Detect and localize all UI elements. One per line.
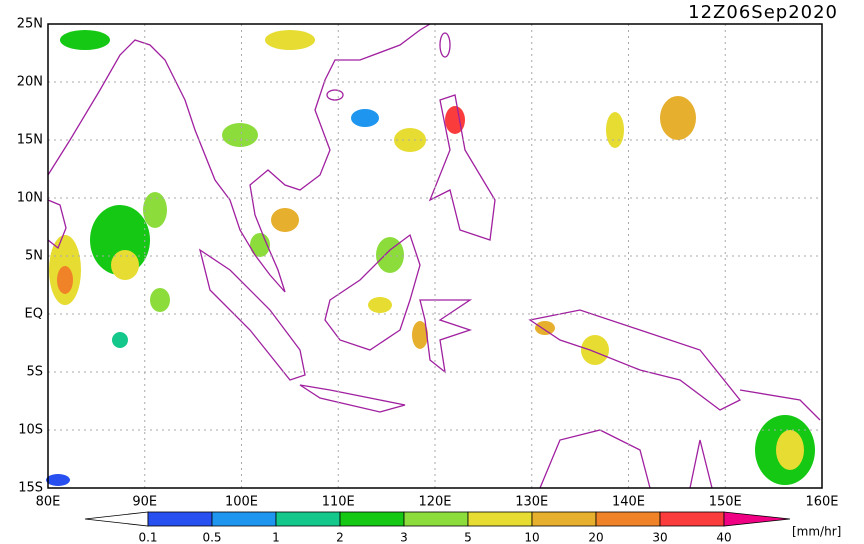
plot-frame — [47, 23, 823, 489]
colorbar-label: 40 — [716, 531, 731, 544]
timestamp: 12Z06Sep2020 — [688, 2, 838, 23]
lat-label: EQ — [25, 307, 43, 322]
lon-label: 120E — [418, 495, 451, 510]
colorbar-label: 1 — [272, 531, 280, 544]
lon-label: 90E — [132, 495, 157, 510]
lat-label: 10S — [18, 423, 43, 438]
lat-label: 15N — [17, 133, 43, 148]
colorbar-box — [275, 511, 341, 527]
colorbar-label: 5 — [464, 531, 472, 544]
colorbar-box — [467, 511, 533, 527]
lat-label: 15S — [18, 481, 43, 496]
lat-label: 5N — [25, 249, 43, 264]
colorbar-label: 30 — [652, 531, 667, 544]
lat-label: 25N — [17, 17, 43, 32]
plot-area — [48, 24, 822, 488]
colorbar-box — [403, 511, 469, 527]
colorbar-box — [659, 511, 725, 527]
colorbar-label: 0.5 — [202, 531, 221, 544]
colorbar-box — [531, 511, 597, 527]
lon-label: 130E — [515, 495, 548, 510]
colorbar-box — [211, 511, 277, 527]
lat-label: 20N — [17, 75, 43, 90]
coastlines — [47, 23, 821, 489]
lat-label: 10N — [17, 191, 43, 206]
colorbar: 0.1 0.5 1 2 3 5 10 20 30 40 — [84, 511, 791, 544]
lon-label: 160E — [805, 495, 838, 510]
colorbar-label: 2 — [336, 531, 344, 544]
precipitation — [46, 30, 815, 486]
colorbar-max-arrow — [723, 511, 791, 527]
lat-label: 5S — [26, 365, 43, 380]
colorbar-box — [595, 511, 661, 527]
lon-label: 150E — [709, 495, 742, 510]
lon-label: 100E — [225, 495, 258, 510]
lon-label: 110E — [322, 495, 355, 510]
colorbar-label: 20 — [588, 531, 603, 544]
colorbar-box — [339, 511, 405, 527]
colorbar-min-arrow — [84, 511, 149, 527]
lon-label: 140E — [612, 495, 645, 510]
colorbar-label: 0.1 — [138, 531, 157, 544]
colorbar-box — [147, 511, 213, 527]
colorbar-label: 10 — [524, 531, 539, 544]
lon-label: 80E — [36, 495, 61, 510]
colorbar-label: 3 — [400, 531, 408, 544]
colorbar-unit: [mm/hr] — [792, 525, 841, 539]
